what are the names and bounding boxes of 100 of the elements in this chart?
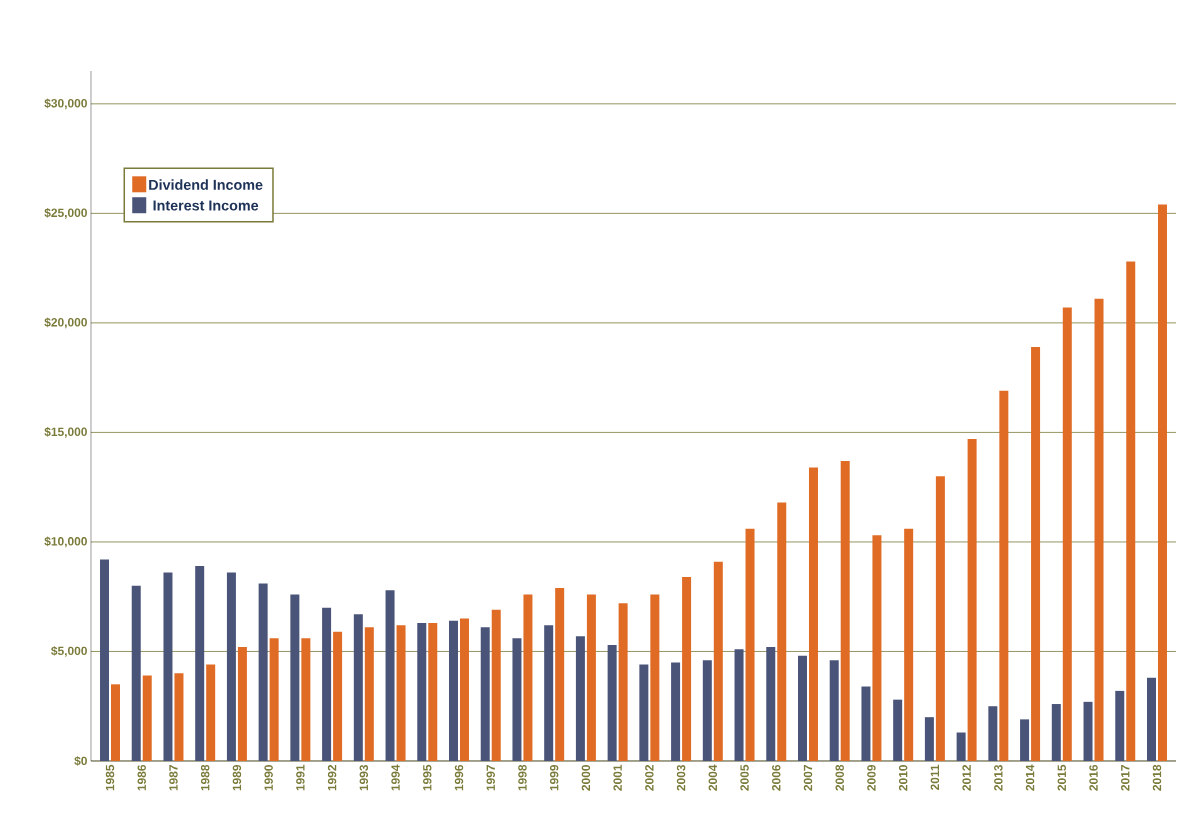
x-tick-label: 1997 — [486, 765, 495, 791]
bar — [100, 559, 110, 761]
bar — [734, 649, 744, 761]
bar — [904, 528, 914, 761]
x-tick-label: 1986 — [137, 764, 146, 791]
x-tick-label: 2014 — [1025, 764, 1035, 791]
bar — [586, 594, 596, 761]
bar — [269, 638, 279, 761]
x-tick-label: 1994 — [391, 764, 400, 791]
bar — [956, 732, 966, 761]
bar — [163, 572, 173, 761]
bar — [671, 662, 681, 761]
bar — [174, 673, 184, 761]
x-tick-label: 2005 — [740, 764, 749, 791]
x-tick-label: 2006 — [772, 764, 781, 791]
bar — [322, 607, 332, 761]
bar — [364, 627, 374, 761]
bar — [829, 660, 839, 761]
x-tick-label: 1999 — [549, 764, 559, 791]
x-tick-label: 1988 — [200, 764, 210, 791]
bar — [1051, 704, 1061, 761]
x-tick-label: 2007 — [803, 765, 813, 791]
x-tick-label: 1987 — [169, 765, 178, 791]
bar — [459, 618, 469, 761]
bar — [555, 587, 565, 761]
bar — [301, 638, 311, 761]
bar — [861, 686, 871, 761]
bar — [1062, 307, 1072, 761]
bar — [512, 638, 522, 761]
bar — [385, 590, 395, 761]
x-tick-label: 1990 — [264, 765, 273, 791]
bar — [480, 627, 490, 761]
bar — [682, 576, 692, 761]
bar — [702, 660, 712, 761]
bar — [935, 476, 945, 761]
y-tick-label: $20,000 — [44, 317, 87, 329]
bar — [195, 566, 205, 761]
bar — [1115, 690, 1125, 761]
bar — [607, 644, 617, 761]
bar — [893, 699, 903, 761]
x-tick-label: 2002 — [645, 764, 654, 791]
x-tick-label: 1991 — [296, 764, 305, 791]
bar — [1094, 298, 1104, 761]
bar — [111, 684, 120, 761]
bar — [417, 622, 427, 761]
x-tick-label: 2011 — [930, 764, 940, 791]
bar — [428, 622, 438, 761]
x-tick-label: 1998 — [518, 764, 527, 791]
x-tick-label: 1993 — [359, 764, 369, 791]
x-tick-label: 2003 — [676, 764, 686, 791]
y-tick-label: $10,000 — [44, 536, 87, 548]
bar — [650, 594, 660, 761]
bar — [142, 675, 152, 761]
bar — [766, 647, 776, 761]
x-tick-label: 2008 — [835, 764, 844, 791]
bar — [449, 620, 458, 761]
x-tick-label: 1996 — [454, 764, 464, 791]
x-tick-label: 2009 — [867, 764, 876, 791]
x-tick-label: 2016 — [1089, 764, 1098, 791]
legend-label: Dividend Income — [149, 179, 263, 190]
bar — [523, 594, 533, 761]
bar — [1126, 261, 1136, 761]
bar — [1031, 346, 1041, 761]
bar — [797, 655, 807, 761]
bar — [777, 502, 787, 761]
x-tick-label: 2001 — [613, 764, 622, 791]
bar — [840, 460, 850, 761]
y-tick-label: $30,000 — [44, 98, 87, 110]
y-tick-label: $15,000 — [44, 427, 87, 438]
y-tick-label: $0 — [74, 756, 87, 766]
x-tick-label: 2013 — [994, 764, 1003, 791]
x-tick-label: 2018 — [1152, 764, 1162, 791]
bar — [1157, 204, 1167, 761]
x-tick-label: 2004 — [708, 764, 718, 791]
bar — [396, 625, 406, 761]
x-tick-label: 2010 — [898, 765, 908, 791]
bar — [131, 585, 141, 761]
bar — [575, 636, 585, 761]
x-tick-label: 2017 — [1121, 765, 1130, 791]
bar — [226, 572, 236, 761]
bar — [713, 561, 723, 761]
bar — [618, 603, 628, 761]
x-tick-label: 2000 — [581, 765, 591, 791]
bar — [1083, 701, 1093, 761]
bar — [258, 583, 268, 761]
bar — [1020, 719, 1030, 761]
bar — [924, 717, 934, 761]
bar — [237, 647, 247, 761]
x-tick-label: 2012 — [962, 764, 971, 791]
y-tick-label: $25,000 — [44, 208, 87, 219]
x-tick-label: 1992 — [327, 764, 337, 791]
bar — [206, 664, 216, 761]
bar — [745, 528, 755, 761]
x-tick-label: 1989 — [232, 764, 242, 791]
bar — [491, 609, 501, 761]
bar — [290, 594, 300, 761]
x-tick-label: 1985 — [105, 764, 115, 791]
bar — [808, 467, 818, 761]
bar — [988, 706, 998, 761]
bar — [544, 625, 554, 761]
